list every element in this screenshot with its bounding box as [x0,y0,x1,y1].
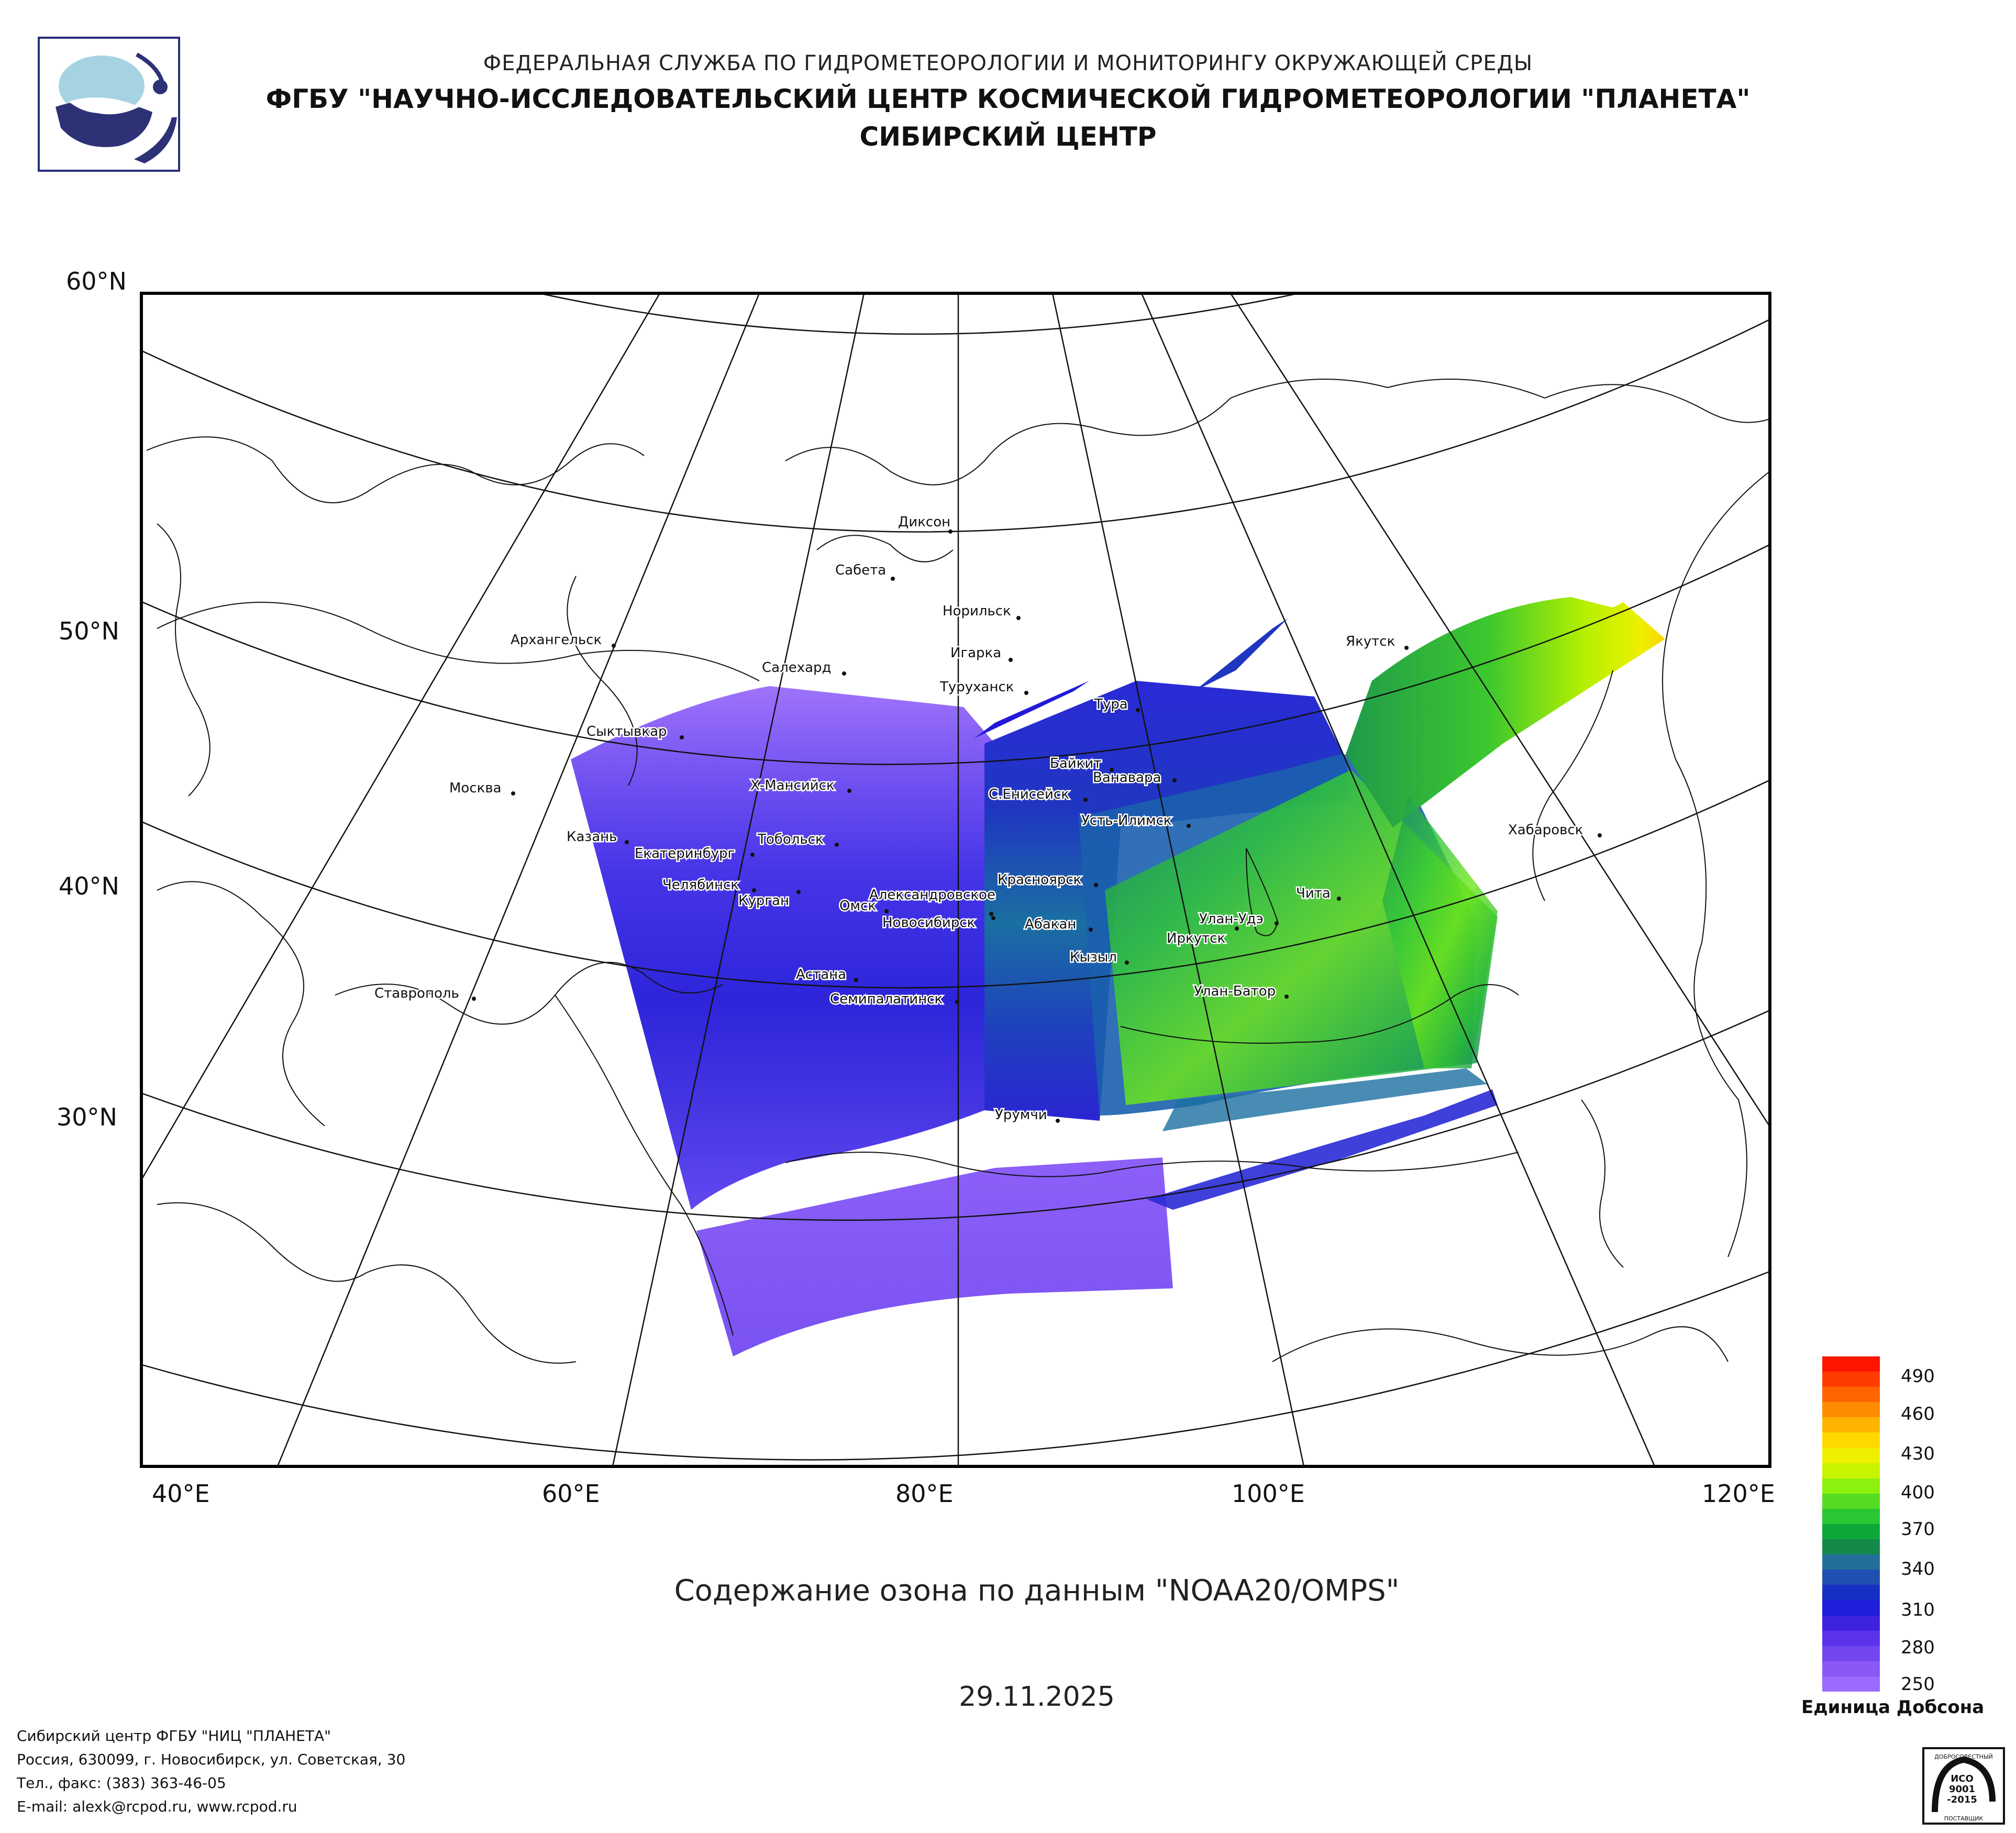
lon-label-80: 80°E [895,1479,954,1508]
city-label: Х-Мансийск [750,778,835,793]
colorbar-tick: 460 [1901,1404,1935,1425]
city-label: Чита [1296,886,1331,901]
city-label: Улан-Батор [1194,984,1276,999]
lat-label-50: 50°N [59,617,119,645]
city-label: Диксон [898,514,950,530]
colorbar-swatch [1822,1539,1880,1555]
agency-name: ФЕДЕРАЛЬНАЯ СЛУЖБА ПО ГИДРОМЕТЕОРОЛОГИИ … [483,51,1533,75]
city-label: Иркутск [1167,931,1225,946]
city-label: Омск [839,898,876,914]
colorbar-swatch [1822,1478,1880,1494]
chart-title: Содержание озона по данным "NOAA20/OMPS" [674,1574,1400,1608]
colorbar-swatch [1822,1570,1880,1585]
colorbar-swatch [1822,1493,1880,1509]
ozone-colorbar [1822,1356,1880,1692]
city-label: Ставрополь [374,986,459,1001]
center-name: СИБИРСКИЙ ЦЕНТР [859,122,1157,152]
lat-label-60: 60°N [66,267,127,295]
colorbar-swatch [1822,1417,1880,1433]
colorbar-tick: 490 [1901,1366,1935,1387]
planeta-logo [38,37,180,172]
colorbar-swatch [1822,1402,1880,1418]
colorbar-swatch [1822,1585,1880,1600]
colorbar-swatch [1822,1630,1880,1646]
city-label: Игарка [950,645,1001,661]
city-label: Тура [1094,697,1128,712]
city-label: Абакан [1025,916,1076,932]
colorbar-tick: 250 [1901,1674,1935,1695]
stamp-text: ДОБРОСОВЕСТНЫЙ [1934,1753,1993,1760]
city-label: Ванавара [1093,770,1161,786]
city-label: Хабаровск [1508,822,1583,838]
colorbar-tick: 430 [1901,1443,1935,1464]
colorbar-tick: 310 [1901,1599,1935,1620]
colorbar-swatch [1822,1463,1880,1478]
city-label: Казань [567,829,617,845]
ozone-map: Диксон Сабета Норильск Игарка Архангельс… [140,292,1771,1468]
footer-address: Россия, 630099, г. Новосибирск, ул. Сове… [17,1751,406,1768]
city-label: Красноярск [998,872,1081,888]
city-label: Тобольск [757,832,824,847]
city-markers: Диксон Сабета Норильск Игарка Архангельс… [373,513,1602,1124]
colorbar-tick: 370 [1901,1519,1935,1540]
colorbar-swatch [1822,1372,1880,1387]
colorbar-unit: Единица Добсона [1801,1697,1985,1718]
stamp-text: -2015 [1947,1794,1977,1805]
footer-contacts: E-mail: alexk@rcpod.ru, www.rcpod.ru [17,1798,297,1815]
city-label: Екатеринбург [635,846,735,862]
footer-phone: Тел., факс: (383) 363-46-05 [17,1774,226,1792]
stamp-text: ИСО [1951,1773,1974,1784]
colorbar-swatch [1822,1387,1880,1403]
city-label: Семипалатинск [830,991,943,1007]
city-label: Новосибирск [882,915,975,931]
city-label: Туруханск [939,679,1014,695]
city-label: Александровское [869,887,995,903]
colorbar-swatch [1822,1661,1880,1676]
city-label: Москва [449,780,502,796]
colorbar-swatch [1822,1523,1880,1540]
colorbar-tick: 340 [1901,1559,1935,1580]
city-label: Кызыл [1070,949,1117,965]
iso-certification-stamp: ДОБРОСОВЕСТНЫЙ ИСО 9001 -2015 ПОСТАВЩИК [1919,1744,2008,1828]
city-label: С.Енисейск [989,787,1069,802]
colorbar-swatch [1822,1600,1880,1616]
city-label: Урумчи [995,1107,1047,1123]
colorbar-swatch [1822,1508,1880,1524]
city-label: Норильск [943,603,1011,619]
lat-label-40: 40°N [59,872,119,900]
lon-label-40: 40°E [152,1479,210,1508]
city-label: Курган [738,893,789,909]
footer-org: Сибирский центр ФГБУ "НИЦ "ПЛАНЕТА" [17,1727,331,1744]
colorbar-swatch [1822,1448,1880,1463]
stamp-text: ПОСТАВЩИК [1944,1815,1984,1822]
colorbar-swatch [1822,1432,1880,1448]
lon-label-60: 60°E [542,1479,600,1508]
institute-name: ФГБУ "НАУЧНО-ИССЛЕДОВАТЕЛЬСКИЙ ЦЕНТР КОС… [265,84,1751,114]
colorbar-swatch [1822,1356,1880,1372]
city-label: Архангельск [511,632,602,648]
city-label: Сыктывкар [586,724,667,739]
colorbar-swatch [1822,1646,1880,1661]
city-label: Якутск [1346,634,1395,649]
city-label: Усть-Илимск [1081,813,1172,829]
chart-date: 29.11.2025 [959,1681,1115,1713]
colorbar-tick: 400 [1901,1482,1935,1503]
lon-label-120: 120°E [1702,1479,1775,1508]
colorbar-swatch [1822,1615,1880,1631]
city-label: Сабета [835,562,886,578]
colorbar-swatch [1822,1676,1880,1692]
colorbar-tick: 280 [1901,1637,1935,1658]
lon-label-100: 100°E [1232,1479,1305,1508]
city-label: Улан-Удэ [1199,911,1264,927]
city-label: Байкит [1050,756,1101,771]
city-label: Челябинск [662,877,739,893]
lat-label-30: 30°N [57,1103,117,1131]
city-label: Салехард [762,660,832,676]
stamp-text: 9001 [1949,1784,1975,1795]
city-label: Астана [796,967,846,982]
colorbar-swatch [1822,1554,1880,1570]
